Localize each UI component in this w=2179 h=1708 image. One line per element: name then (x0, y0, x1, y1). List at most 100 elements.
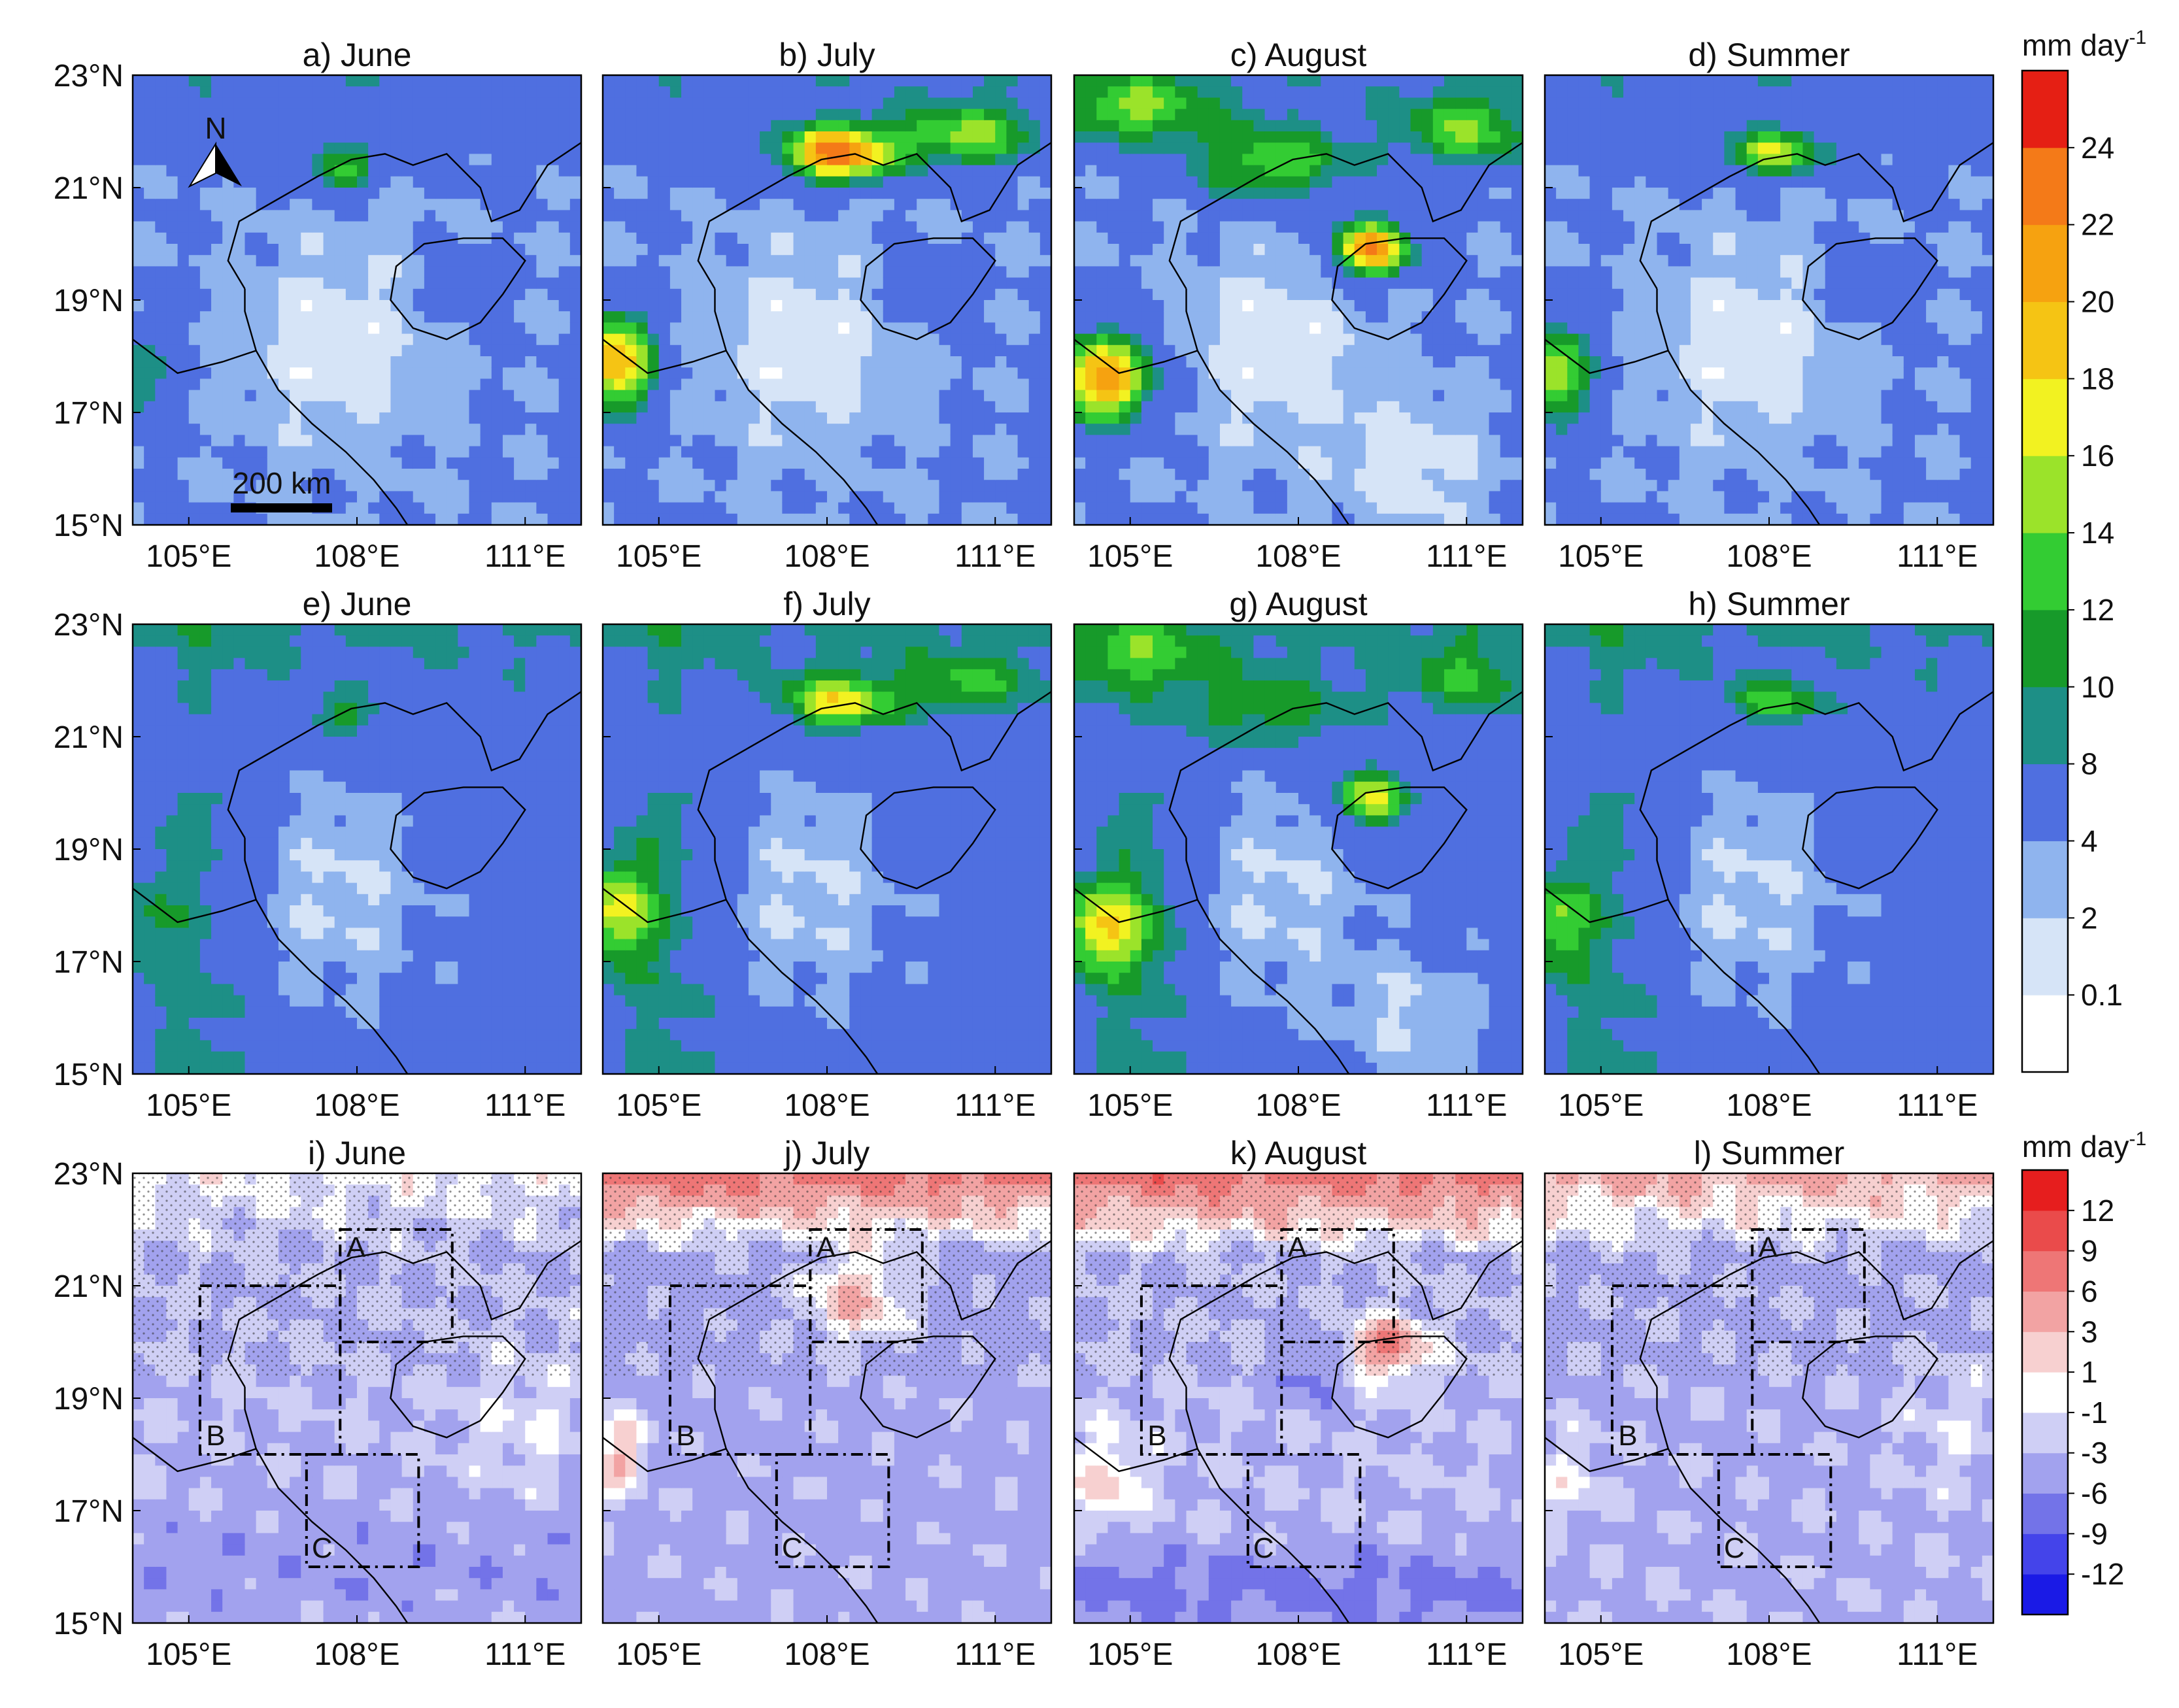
colorbar-tick-label: 3 (2081, 1314, 2098, 1348)
colorbar-swatch (2022, 1210, 2068, 1252)
lon-tick-label: 105°E (616, 539, 701, 574)
lat-tick-label: 19°N (54, 833, 124, 867)
coastline (1074, 142, 1523, 525)
lat-tick-label: 23°N (54, 608, 124, 643)
lon-tick-label: 108°E (784, 1637, 870, 1672)
region-box (198, 1284, 342, 1456)
lat-tick-label: 17°N (54, 396, 124, 431)
colorbar-swatch (2022, 995, 2068, 1073)
precip-field (603, 75, 1051, 525)
colorbar-tick-label: -3 (2081, 1436, 2108, 1470)
hainan-island (860, 1335, 996, 1439)
colorbar-tick-label: 4 (2081, 824, 2098, 858)
hainan-island (1331, 237, 1468, 341)
colorbar-swatch (2022, 224, 2068, 303)
lat-tick-label: 19°N (54, 1382, 124, 1416)
panel-6: f) July 105°E 108°E 111°E (601, 586, 1053, 1123)
coastline (1545, 142, 1993, 525)
colorbar-tick-label: 20 (2081, 285, 2114, 319)
lon-tick-label: 108°E (1255, 539, 1341, 574)
colorbar-tick-label: 12 (2081, 1194, 2114, 1228)
lat-tick-label: 21°N (54, 171, 124, 206)
colorbar-tick-label: 10 (2081, 670, 2114, 704)
panel-title: l) Summer (1694, 1135, 1845, 1171)
region-box-label: A (817, 1231, 836, 1264)
precip-field (1074, 1173, 1523, 1623)
colorbar-tick-label: 14 (2081, 516, 2114, 550)
colorbar-swatch (2022, 841, 2068, 918)
panel-11: k) August 105°E 108°E 111°E A B C (1073, 1135, 1524, 1672)
significance-stipple (133, 1173, 581, 1376)
panel-title: h) Summer (1688, 586, 1850, 622)
lat-tick-label: 23°N (54, 1157, 124, 1192)
colorbar-tick-label: -9 (2081, 1516, 2108, 1550)
region-box-label: A (1288, 1231, 1308, 1264)
colorbar-swatch (2022, 686, 2068, 765)
hainan-island (1802, 1335, 1938, 1439)
region-box (1280, 1228, 1395, 1343)
region-box-label: C (312, 1532, 333, 1564)
panel-5: e) June 105°E 108°E 111°E 23°N 21°N 19°N 17°N 15… (54, 586, 583, 1123)
coastline (133, 142, 581, 525)
lon-tick-label: 105°E (616, 1088, 701, 1123)
precip-field (133, 75, 581, 525)
colorbar-tick-label: 8 (2081, 747, 2098, 781)
lon-tick-label: 111°E (484, 1637, 566, 1672)
hainan-island (860, 786, 996, 890)
lon-tick-label: 108°E (784, 1088, 870, 1123)
colorbar-tick-label: 2 (2081, 901, 2098, 935)
colorbar-tick-label: 1 (2081, 1355, 2098, 1389)
lon-tick-label: 105°E (146, 1637, 231, 1672)
colorbar-tick-label: 18 (2081, 361, 2114, 395)
region-box (809, 1228, 924, 1343)
precip-field (133, 624, 581, 1074)
panel-9: i) June 105°E 108°E 111°E 23°N 21°N 19°N 17°N 15… (54, 1135, 583, 1672)
significance-stipple (603, 1173, 1051, 1376)
colorbar-swatch (2022, 456, 2068, 533)
north-label: N (205, 111, 226, 145)
lat-tick-label: 15°N (54, 509, 124, 543)
lon-tick-label: 105°E (1558, 1637, 1644, 1672)
lat-tick-label: 23°N (54, 59, 124, 93)
colorbar-swatch (2022, 609, 2068, 688)
panel-8: h) Summer 105°E 108°E 111°E (1544, 586, 1995, 1123)
colorbar-tick-label: 0.1 (2081, 978, 2123, 1012)
region-box (1140, 1284, 1283, 1456)
region-box (775, 1453, 890, 1568)
colorbar-tick-label: 9 (2081, 1234, 2098, 1268)
precip-field (603, 624, 1051, 1074)
lon-tick-label: 105°E (1087, 539, 1173, 574)
lon-tick-label: 108°E (784, 539, 870, 574)
panel-7: g) August 105°E 108°E 111°E (1073, 586, 1524, 1123)
colorbar-tick-label: 12 (2081, 593, 2114, 627)
colorbar-swatch (2022, 1250, 2068, 1292)
region-box-label: B (1618, 1420, 1637, 1452)
lon-tick-label: 111°E (1426, 1637, 1507, 1672)
lon-tick-label: 105°E (1087, 1088, 1173, 1123)
colorbar-swatch (2022, 71, 2068, 148)
precip-field (1545, 1173, 1993, 1623)
lon-tick-label: 105°E (616, 1637, 701, 1672)
colorbar-tick-label: 24 (2081, 131, 2114, 165)
lon-tick-label: 108°E (1726, 1637, 1812, 1672)
colorbar-unit-label: mm day-1 (2022, 1128, 2146, 1164)
hainan-island (1331, 1335, 1468, 1439)
panel-3: c) August 105°E 108°E 111°E (1073, 37, 1524, 574)
region-box (1751, 1228, 1866, 1343)
panel-title: d) Summer (1688, 37, 1850, 73)
colorbar-swatch (2022, 1291, 2068, 1332)
colorbar-unit-label: mm day-1 (2022, 27, 2146, 62)
lon-tick-label: 105°E (1558, 1088, 1644, 1123)
scale-bar-label: 200 km (233, 466, 331, 500)
hainan-island (390, 237, 526, 341)
region-box (1717, 1453, 1833, 1568)
colorbar-swatch (2022, 1331, 2068, 1373)
lon-tick-label: 111°E (1897, 1088, 1978, 1123)
colorbar-tick-label: 22 (2081, 208, 2114, 242)
lon-tick-label: 108°E (314, 539, 399, 574)
scale-bar (231, 503, 332, 512)
significance-stipple (1074, 1173, 1523, 1376)
region-box-label: B (1147, 1420, 1166, 1452)
coastline (1074, 691, 1523, 1074)
